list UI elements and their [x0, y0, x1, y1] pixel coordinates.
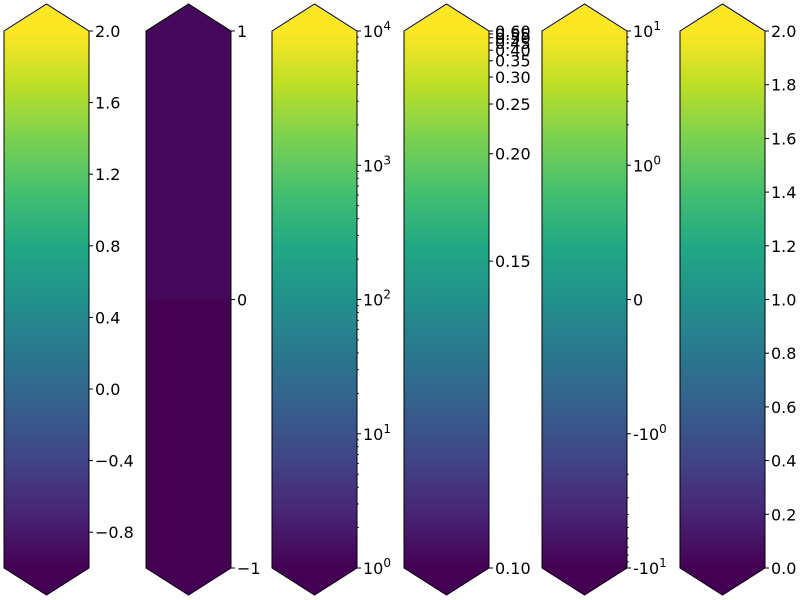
extend-max-triangle — [4, 4, 89, 31]
color-segments — [146, 31, 231, 568]
colorbar-2: −1 0 1 — [145, 3, 261, 596]
color-gradient — [272, 31, 357, 568]
extend-max-triangle — [542, 4, 627, 31]
color-gradient — [680, 31, 765, 568]
tick-label: 0.60 — [495, 22, 531, 41]
colorbar-3: 100 101 102 103 104 — [271, 3, 391, 596]
tick-label: −0.4 — [95, 452, 134, 471]
tick-label: 0.8 — [771, 344, 796, 363]
colorbar-6: 0.0 0.2 0.4 0.6 0.8 1.0 1.2 1.4 1.6 1.8 2.0 — [679, 3, 796, 596]
tick-label: 0.0 — [771, 559, 796, 578]
tick-label: 103 — [363, 153, 391, 175]
tick-label: 0.8 — [95, 237, 120, 256]
extend-min-triangle — [404, 568, 489, 595]
tick-label: 1.2 — [771, 237, 796, 256]
tick-label: 0.30 — [495, 68, 531, 87]
extend-min-triangle — [542, 568, 627, 595]
extend-max-triangle — [404, 4, 489, 31]
tick-label: −0.8 — [95, 523, 134, 542]
tick-label: 104 — [363, 19, 391, 41]
tick-label: 100 — [633, 153, 661, 175]
tick-label: -100 — [633, 422, 667, 444]
extend-min-triangle — [680, 568, 765, 595]
tick-label: 0.6 — [771, 398, 796, 417]
tick-label: 1.6 — [95, 94, 120, 113]
color-gradient — [542, 31, 627, 568]
tick-label: 2.0 — [95, 22, 120, 41]
tick-label: 1.6 — [771, 129, 796, 148]
tick-label: 101 — [363, 422, 391, 444]
tick-label: 0.15 — [495, 252, 531, 271]
color-gradient — [404, 31, 489, 568]
extend-min-triangle — [272, 568, 357, 595]
tick-label: -101 — [633, 556, 667, 578]
tick-label: 0.20 — [495, 145, 531, 164]
tick-label: 1.2 — [95, 165, 120, 184]
tick-label: 0.35 — [495, 52, 531, 71]
tick-label: 100 — [363, 556, 391, 578]
tick-label: 0.10 — [495, 559, 531, 578]
tick-label: 0.2 — [771, 505, 796, 524]
tick-label: 0 — [633, 291, 643, 310]
colorbar-outline — [3, 3, 90, 596]
color-gradient — [4, 31, 89, 568]
tick-label: 0.4 — [771, 452, 796, 471]
tick-label: 1.0 — [771, 291, 796, 310]
tick-label: 0.0 — [95, 380, 120, 399]
tick-label: −1 — [237, 559, 261, 578]
extend-max-triangle — [680, 4, 765, 31]
extend-max-triangle — [146, 4, 231, 31]
tick-label: 0 — [237, 291, 247, 310]
tick-label: 0.55 — [495, 25, 531, 44]
tick-label: 2.0 — [771, 22, 796, 41]
tick-label: 101 — [633, 19, 661, 41]
colorbar-5: -101 -100 0 100 101 — [541, 3, 667, 596]
extend-min-triangle — [146, 568, 231, 595]
colorbar-1: −0.8 −0.4 0.0 0.4 0.8 1.2 1.6 2.0 — [3, 3, 134, 596]
extend-min-triangle — [4, 568, 89, 595]
tick-label: 0.25 — [495, 95, 531, 114]
tick-label: 0.45 — [495, 34, 531, 53]
color-segment — [146, 31, 231, 300]
tick-label: 1.4 — [771, 183, 796, 202]
extend-max-triangle — [272, 4, 357, 31]
tick-label: 102 — [363, 288, 391, 310]
colorbar-4: 0.10 0.15 0.20 0.25 0.300.350.400.450.500.55… — [403, 3, 531, 596]
tick-label: 1 — [237, 22, 247, 41]
tick-label: 0.4 — [95, 308, 120, 327]
tick-label: 0.50 — [495, 29, 531, 48]
tick-label: 0.40 — [495, 41, 531, 60]
tick-label: 1.8 — [771, 76, 796, 95]
color-segment — [146, 299, 231, 568]
